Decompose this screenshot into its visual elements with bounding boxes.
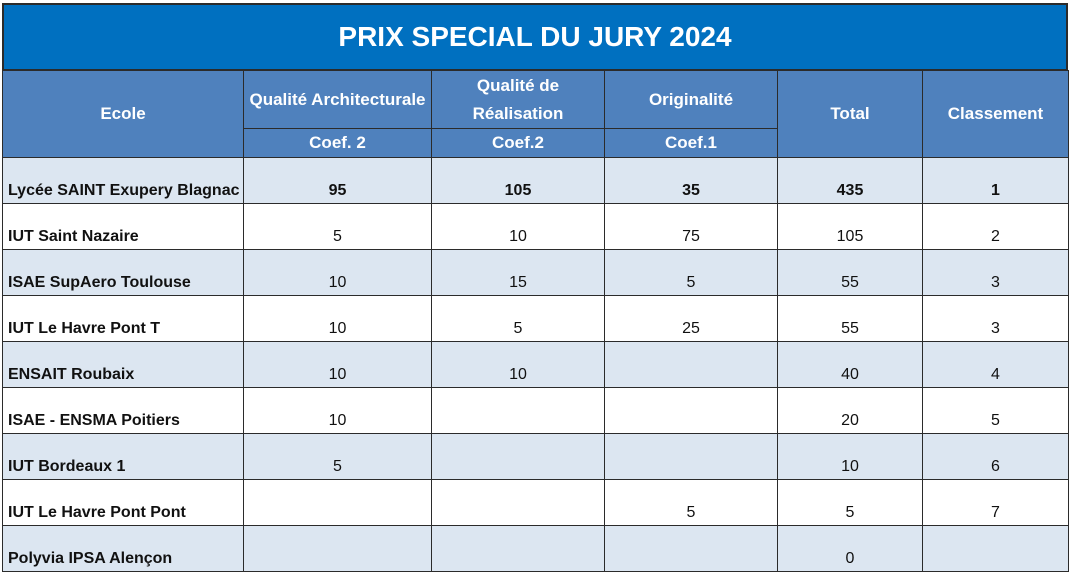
school-name: ISAE SupAero Toulouse — [2, 249, 244, 296]
school-name: Lycée SAINT Exupery Blagnac — [2, 157, 244, 204]
score-cell: 10 — [431, 203, 605, 250]
school-name: IUT Le Havre Pont T — [2, 295, 244, 342]
score-cell — [431, 387, 605, 434]
school-name: IUT Le Havre Pont Pont — [2, 479, 244, 526]
score-cell: 75 — [604, 203, 778, 250]
score-cell: 3 — [922, 295, 1069, 342]
column-header: Originalité — [604, 70, 778, 129]
score-cell: 5 — [604, 479, 778, 526]
school-name: IUT Bordeaux 1 — [2, 433, 244, 480]
score-cell: 105 — [431, 157, 605, 204]
score-cell — [922, 525, 1069, 572]
score-cell: 10 — [243, 387, 432, 434]
column-header: Classement — [922, 70, 1069, 158]
score-cell: 1 — [922, 157, 1069, 204]
score-cell: 5 — [243, 433, 432, 480]
score-cell — [604, 341, 778, 388]
school-name: ISAE - ENSMA Poitiers — [2, 387, 244, 434]
score-cell: 5 — [777, 479, 923, 526]
score-cell — [604, 525, 778, 572]
score-cell: 55 — [777, 249, 923, 296]
score-cell: 10 — [431, 341, 605, 388]
score-cell: 10 — [243, 249, 432, 296]
score-cell: 10 — [777, 433, 923, 480]
column-coef: Coef.1 — [604, 128, 778, 158]
score-cell: 2 — [922, 203, 1069, 250]
score-cell: 6 — [922, 433, 1069, 480]
score-cell — [604, 433, 778, 480]
score-cell: 5 — [243, 203, 432, 250]
school-name: ENSAIT Roubaix — [2, 341, 244, 388]
score-cell: 10 — [243, 341, 432, 388]
score-cell — [431, 433, 605, 480]
score-cell: 40 — [777, 341, 923, 388]
score-cell — [431, 525, 605, 572]
column-header: Qualité de Réalisation — [431, 70, 605, 129]
score-cell: 5 — [604, 249, 778, 296]
school-name: IUT Saint Nazaire — [2, 203, 244, 250]
score-cell: 15 — [431, 249, 605, 296]
score-cell — [431, 479, 605, 526]
column-header: Total — [777, 70, 923, 158]
score-cell: 55 — [777, 295, 923, 342]
column-header: Qualité Architecturale — [243, 70, 432, 129]
score-cell — [604, 387, 778, 434]
score-cell: 105 — [777, 203, 923, 250]
score-cell: 5 — [922, 387, 1069, 434]
score-cell: 4 — [922, 341, 1069, 388]
score-cell: 10 — [243, 295, 432, 342]
score-cell — [243, 479, 432, 526]
score-cell: 5 — [431, 295, 605, 342]
column-coef: Coef. 2 — [243, 128, 432, 158]
score-cell: 35 — [604, 157, 778, 204]
score-cell: 7 — [922, 479, 1069, 526]
score-cell: 25 — [604, 295, 778, 342]
column-coef: Coef.2 — [431, 128, 605, 158]
score-cell: 0 — [777, 525, 923, 572]
score-cell — [243, 525, 432, 572]
score-cell: 3 — [922, 249, 1069, 296]
score-cell: 95 — [243, 157, 432, 204]
score-cell: 20 — [777, 387, 923, 434]
school-name: Polyvia IPSA Alençon — [2, 525, 244, 572]
score-cell: 435 — [777, 157, 923, 204]
column-header: Ecole — [2, 70, 244, 158]
table-title: PRIX SPECIAL DU JURY 2024 — [2, 3, 1068, 71]
